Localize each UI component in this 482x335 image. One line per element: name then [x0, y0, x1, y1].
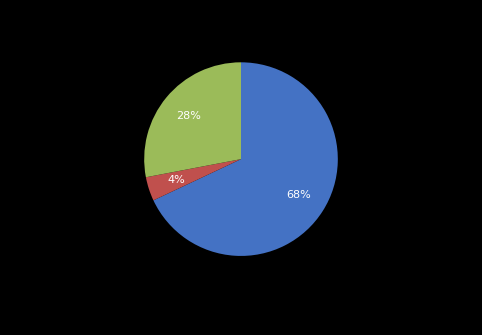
- Text: 68%: 68%: [286, 190, 310, 200]
- Text: 28%: 28%: [176, 111, 201, 121]
- Wedge shape: [146, 159, 241, 200]
- Text: 4%: 4%: [168, 175, 186, 185]
- Legend: Wages & Salaries, Employee Benefits, Operating Expenses: Wages & Salaries, Employee Benefits, Ope…: [99, 333, 383, 335]
- Wedge shape: [153, 62, 338, 256]
- Wedge shape: [144, 62, 241, 177]
